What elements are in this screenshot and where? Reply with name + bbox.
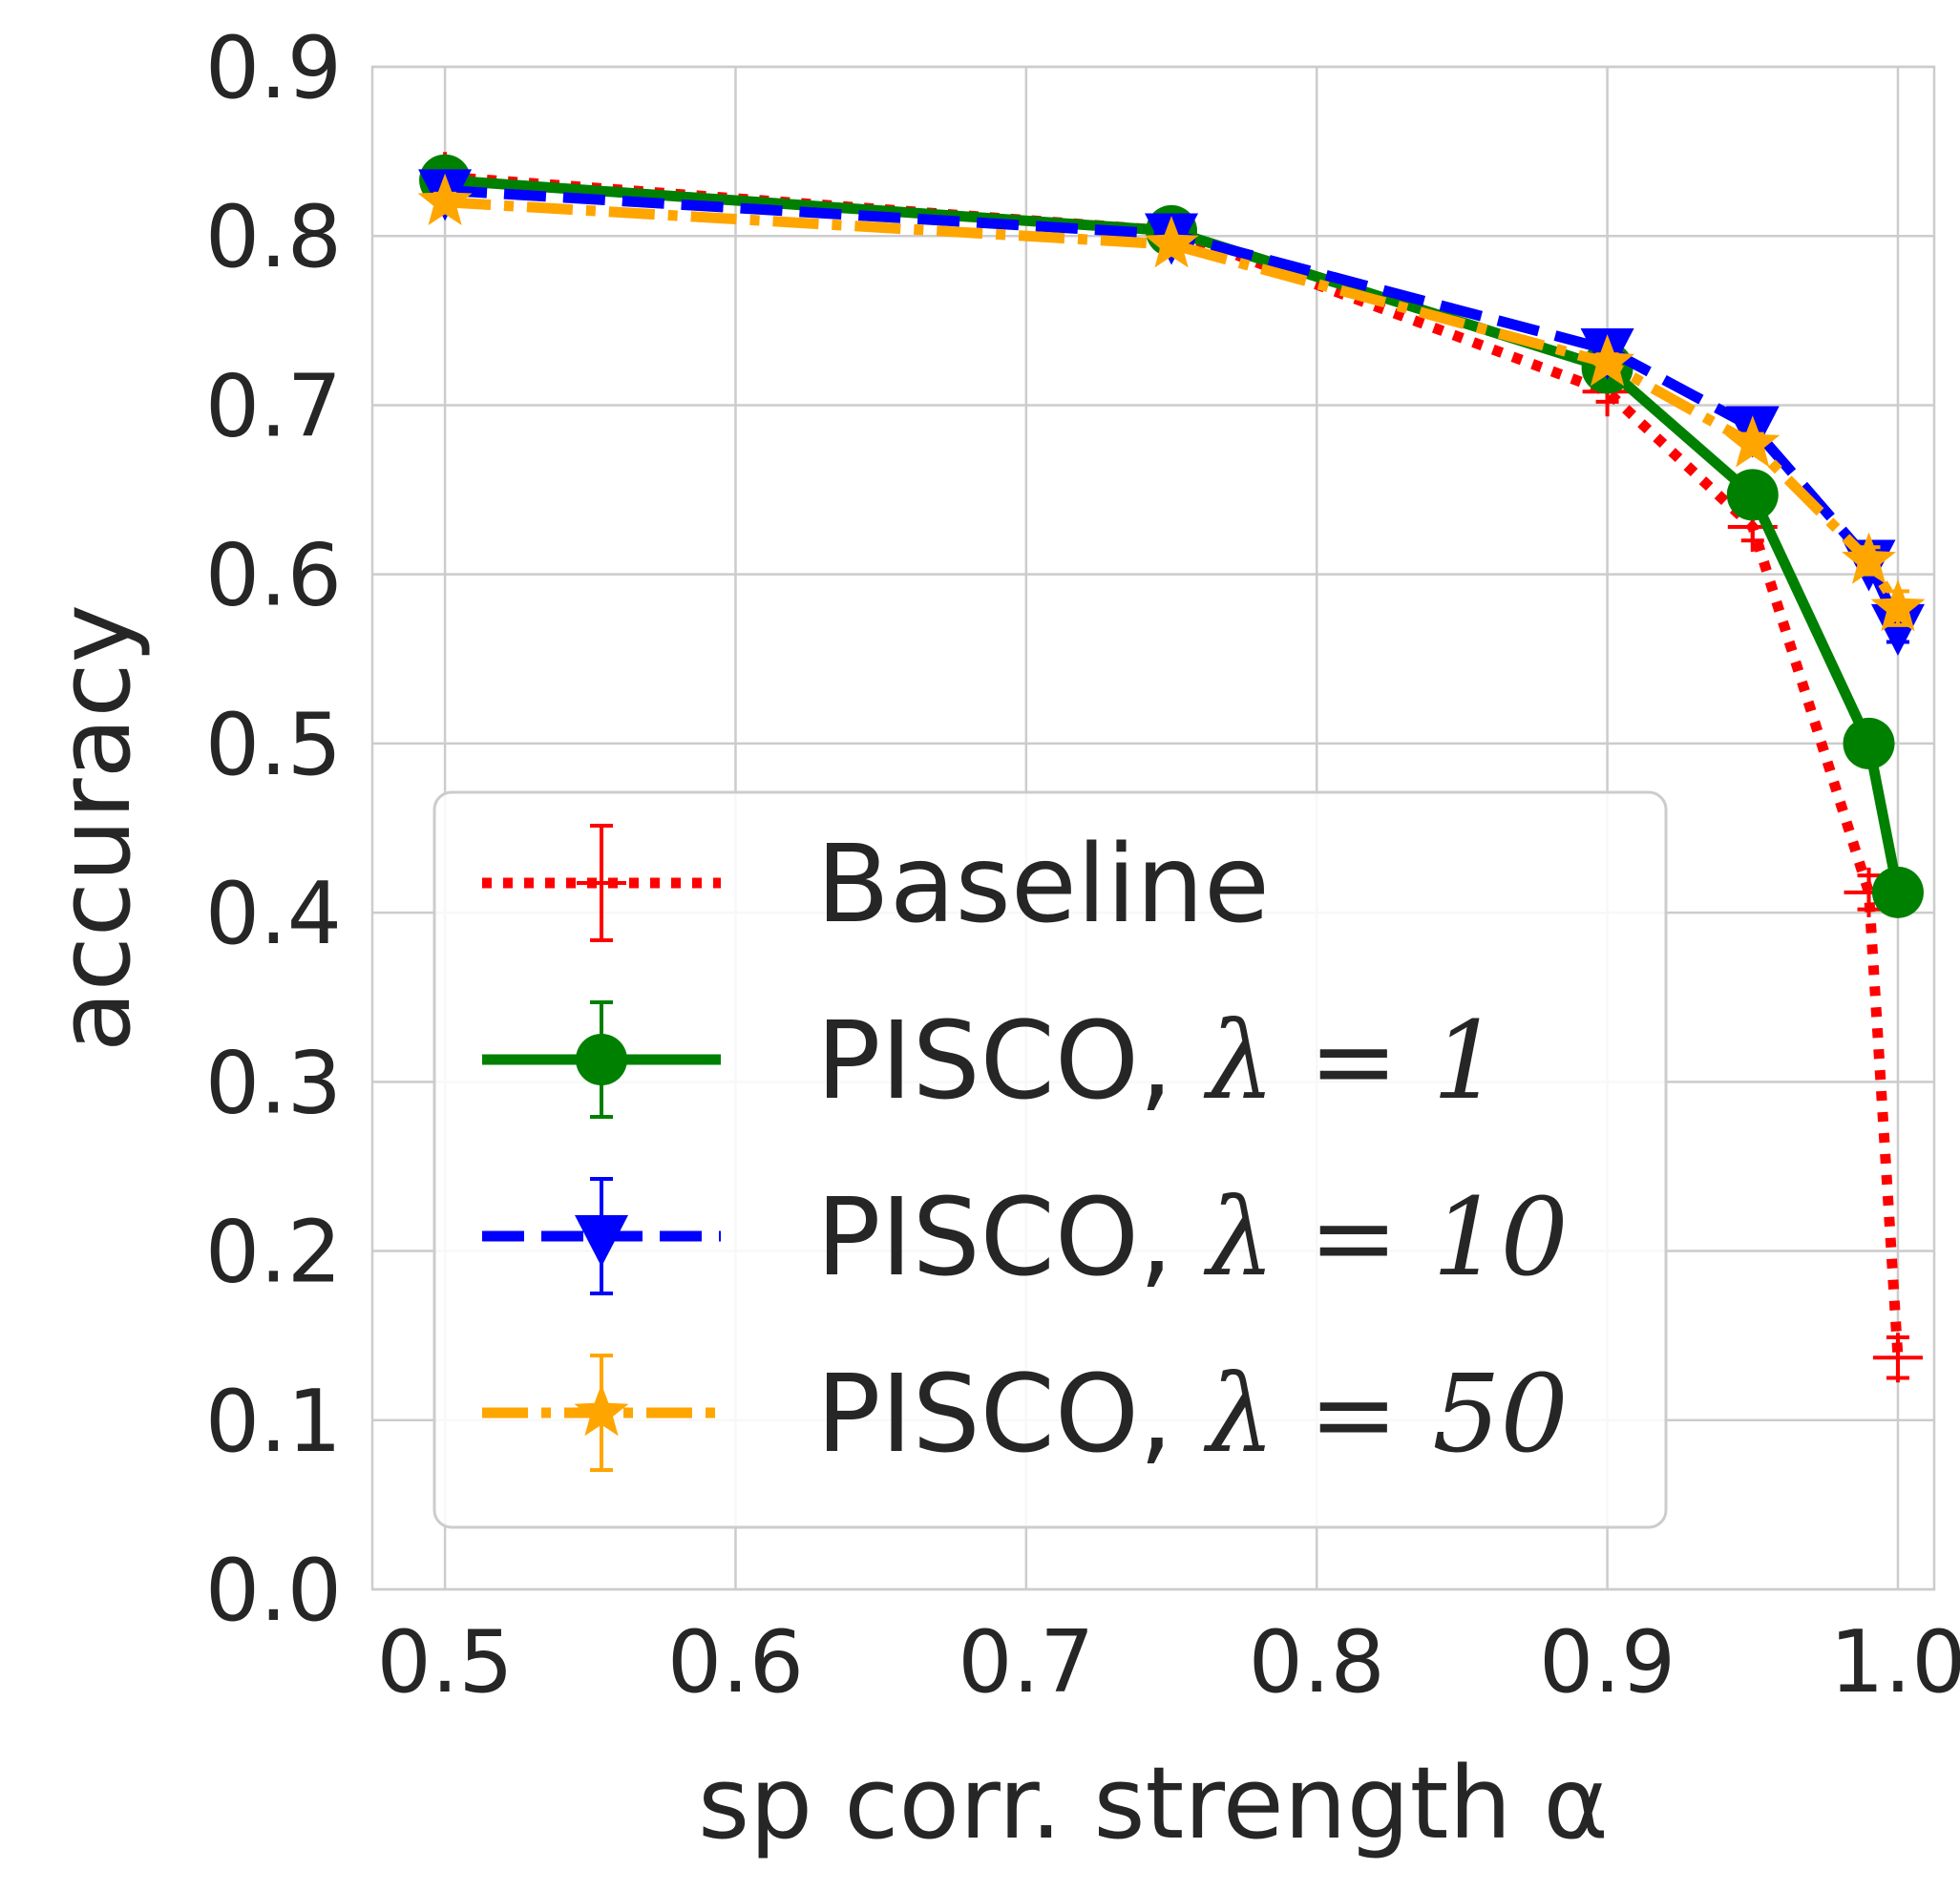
- legend-label-math: λ = 10: [1203, 1176, 1569, 1300]
- data-point: [1580, 334, 1635, 387]
- legend-marker: [575, 1215, 628, 1267]
- tick-labels: 0.5 0.6 0.7 0.8 0.9 1.0 0.0 0.1 0.2 0.3 0.4 0.5 0.6 0…: [205, 18, 1960, 1712]
- legend-label-prefix: PISCO,: [816, 999, 1207, 1124]
- legend-label-math: λ = 1: [1203, 999, 1500, 1124]
- legend-marker: [574, 1384, 629, 1437]
- y-axis-label: accuracy: [36, 604, 153, 1052]
- data-point: [1872, 1333, 1923, 1383]
- data-point: [1870, 579, 1926, 632]
- series-layer: [417, 152, 1926, 1383]
- x-axis-label: sp corr. strength α: [698, 1745, 1609, 1861]
- legend-label-math: λ = 50: [1203, 1353, 1569, 1477]
- series-line: [444, 184, 1904, 628]
- y-tick-label: 0.0: [205, 1541, 342, 1641]
- legend-label: PISCO, λ = 50: [816, 1353, 1569, 1477]
- y-tick-label: 0.8: [205, 187, 342, 287]
- x-tick-label: 0.6: [667, 1612, 804, 1712]
- plot-frame: [370, 65, 1936, 1591]
- legend-marker: [576, 1034, 627, 1085]
- y-tick-label: 0.9: [205, 18, 342, 118]
- legend-entry: Baseline: [482, 823, 1270, 947]
- legend-label: PISCO, λ = 1: [816, 999, 1501, 1124]
- data-point: [1870, 603, 1925, 656]
- legend-entry: PISCO, λ = 1: [482, 999, 1501, 1124]
- x-tick-label: 0.9: [1539, 1612, 1675, 1712]
- series-star: [417, 173, 1926, 632]
- legend-label: PISCO, λ = 10: [816, 1176, 1569, 1300]
- data-point: [1726, 469, 1779, 521]
- y-tick-label: 0.4: [205, 864, 342, 964]
- y-tick-label: 0.3: [205, 1033, 342, 1133]
- legend-label-prefix: PISCO,: [816, 1353, 1207, 1477]
- legend-box: [432, 790, 1668, 1529]
- data-point: [1842, 532, 1896, 584]
- y-tick-label: 0.1: [205, 1372, 342, 1472]
- x-tick-label: 0.5: [377, 1612, 514, 1712]
- y-tick-label: 0.2: [205, 1203, 342, 1303]
- legend-label-prefix: PISCO,: [816, 1176, 1207, 1300]
- data-point: [1843, 717, 1895, 769]
- data-point: [1871, 866, 1924, 918]
- x-tick-label: 0.8: [1249, 1612, 1385, 1712]
- data-point: [417, 173, 473, 225]
- x-tick-label: 0.7: [958, 1612, 1094, 1712]
- y-tick-label: 0.6: [205, 526, 342, 626]
- data-point: [1144, 216, 1199, 268]
- legend-entry: PISCO, λ = 50: [482, 1353, 1569, 1477]
- data-point: [1725, 415, 1781, 468]
- legend-entry: PISCO, λ = 10: [482, 1176, 1569, 1300]
- legend-label: Baseline: [816, 823, 1270, 947]
- x-tick-label: 1.0: [1829, 1612, 1960, 1712]
- y-tick-label: 0.5: [205, 695, 342, 795]
- series-line: [444, 171, 1904, 1358]
- y-tick-label: 0.7: [205, 356, 342, 456]
- legend-marker: [577, 858, 626, 908]
